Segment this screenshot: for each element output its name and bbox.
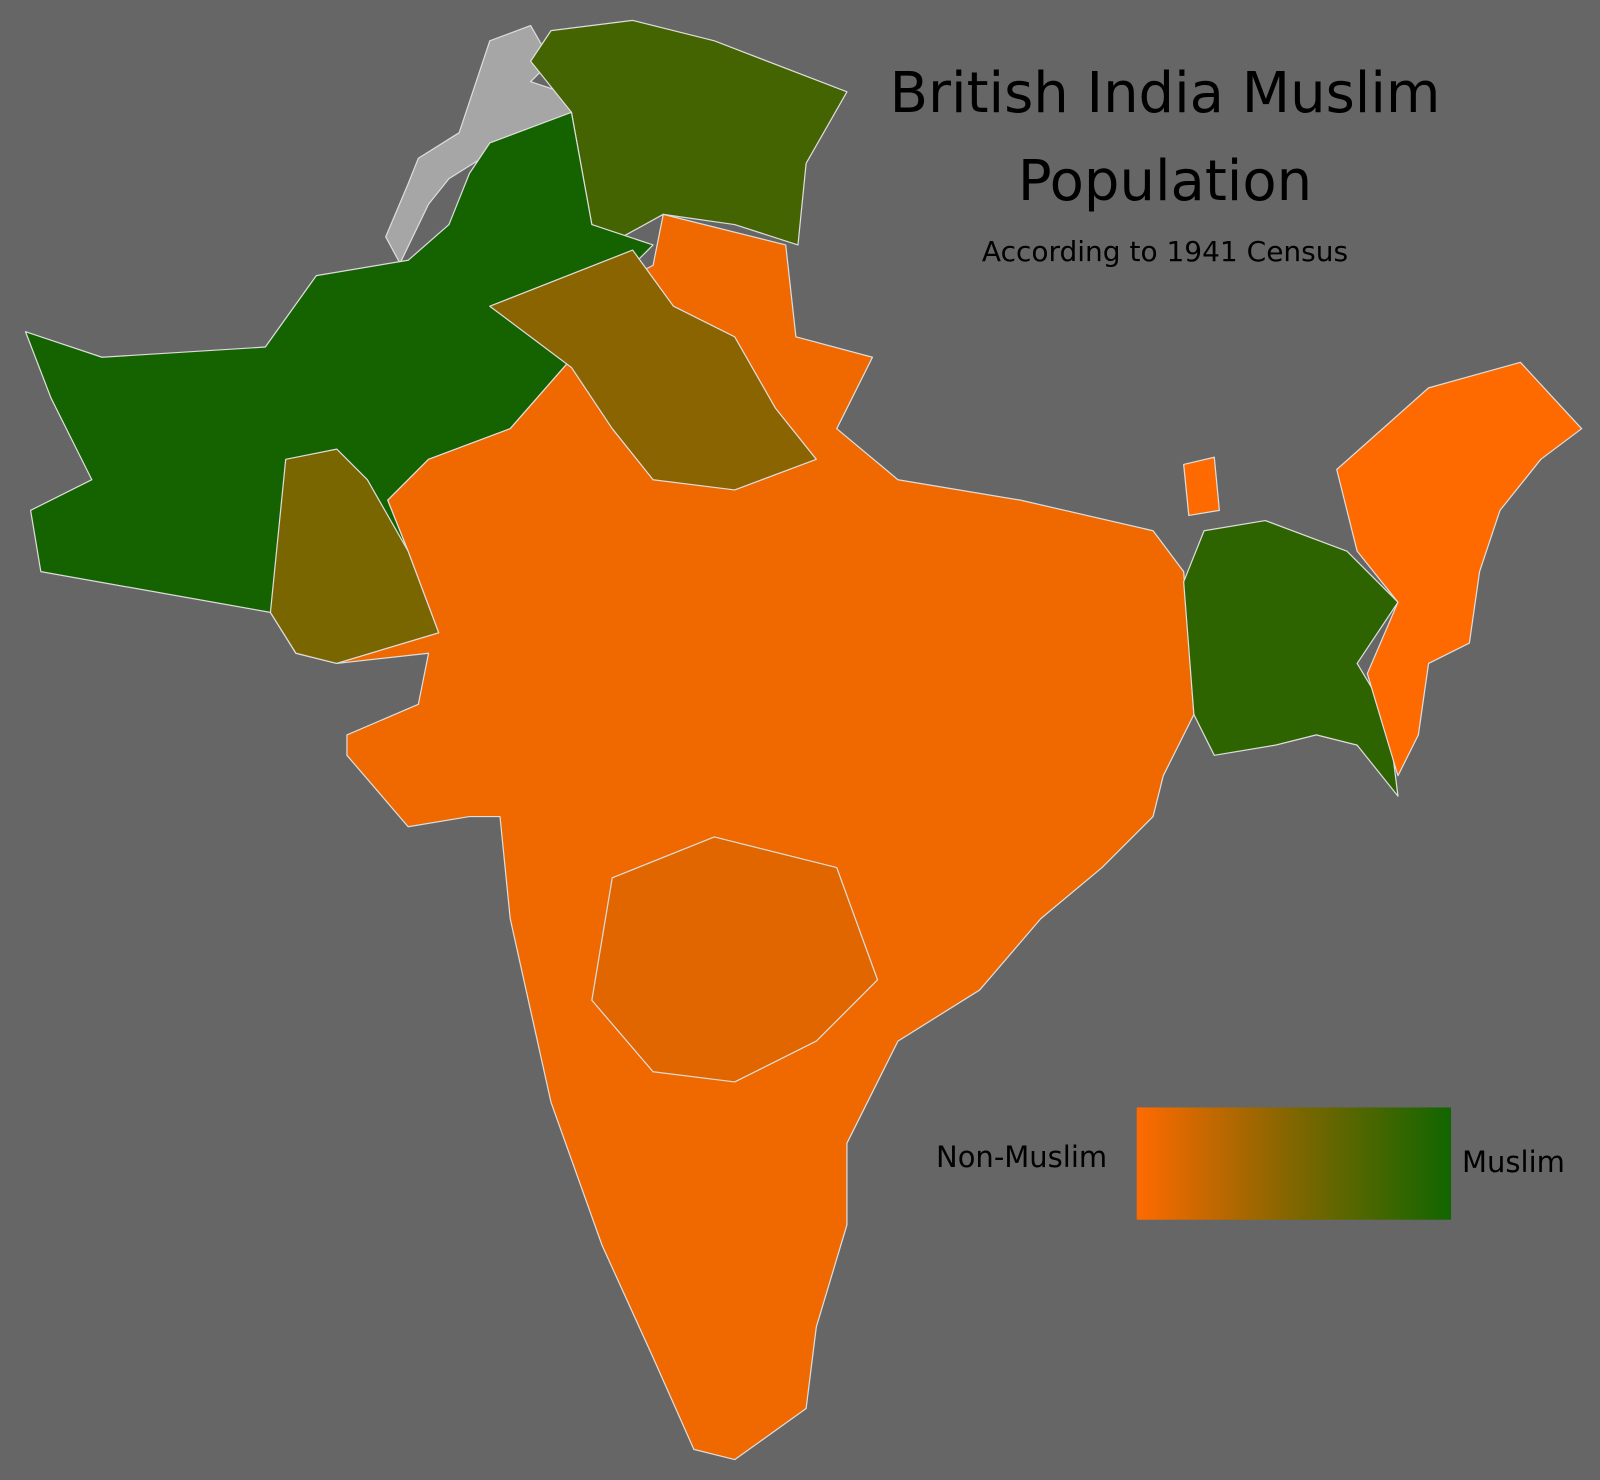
- legend-high-label: Muslim: [1462, 1145, 1565, 1179]
- region-northeast: [1336, 361, 1583, 777]
- region-hyderabad: [591, 836, 879, 1083]
- region-punjab: [489, 249, 817, 491]
- region-sikkim: [1183, 456, 1221, 517]
- map-subtitle: According to 1941 Census: [981, 235, 1349, 268]
- legend-low-label: Non-Muslim: [936, 1140, 1108, 1174]
- legend-gradient: [1136, 1107, 1452, 1220]
- map-title: British India Muslim Population: [889, 61, 1441, 214]
- region-india: [336, 213, 1195, 1461]
